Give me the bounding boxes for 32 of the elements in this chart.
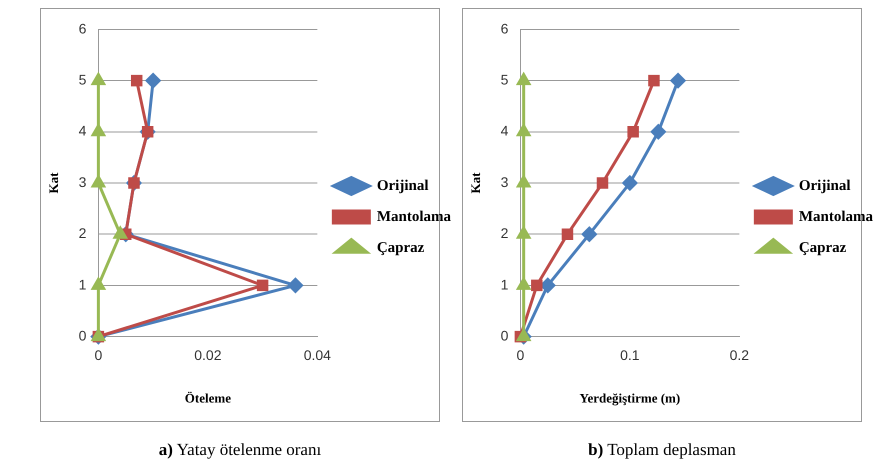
x-tick-label: 0.02 (194, 346, 222, 363)
x-tick-label: 0.2 (730, 346, 750, 363)
legend-label: Mantolama (376, 208, 452, 225)
legend-label: Orijinal (376, 178, 429, 194)
legend-label: Çapraz (376, 240, 425, 256)
y-tick-label: 3 (78, 174, 87, 190)
y-tick-label: 1 (78, 276, 87, 292)
y-tick-label: 0 (500, 327, 509, 344)
y-axis-title: Kat (468, 172, 484, 194)
y-tick-label: 1 (500, 276, 509, 292)
x-tick-label: 0 (516, 346, 524, 363)
legend-label: Orijinal (798, 178, 851, 194)
text: a) Yatay ötelenme oranı (158, 440, 322, 460)
x-axis-title: Yerdeğiştirme (m) (580, 390, 680, 406)
y-tick-label: 5 (500, 71, 509, 88)
y-axis-title: Kat (46, 172, 62, 194)
text: b) Toplam deplasman (587, 440, 737, 460)
legend-label: Mantolama (798, 208, 874, 225)
y-tick-label: 5 (78, 71, 87, 88)
y-tick-label: 2 (78, 225, 87, 242)
y-tick-label: 3 (500, 174, 509, 190)
y-tick-label: 4 (500, 122, 509, 139)
y-tick-label: 2 (500, 225, 509, 242)
y-tick-label: 4 (78, 122, 87, 139)
x-tick-label: 0 (94, 346, 102, 363)
y-tick-label: 6 (500, 20, 509, 36)
x-tick-label: 0.04 (304, 346, 332, 363)
y-tick-label: 6 (78, 20, 87, 36)
y-tick-label: 0 (78, 327, 87, 344)
x-axis-title: Öteleme (184, 390, 232, 406)
x-tick-label: 0.1 (620, 346, 640, 363)
legend-label: Çapraz (798, 240, 847, 256)
